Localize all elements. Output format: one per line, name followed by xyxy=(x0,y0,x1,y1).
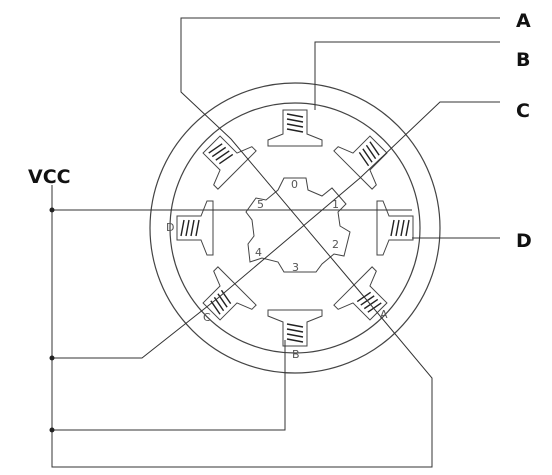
stator-pole-bottom xyxy=(267,309,323,347)
wire-a xyxy=(51,17,500,468)
wire-d xyxy=(52,209,500,239)
vcc-junctions xyxy=(49,207,55,433)
stator-poles xyxy=(176,109,414,347)
stator-pole-right xyxy=(376,200,414,256)
rotor-label-0: 0 xyxy=(291,178,298,191)
stator-pole-top-right xyxy=(333,135,388,190)
junction-node xyxy=(49,207,55,213)
stator-pole-bottom-left xyxy=(202,266,257,321)
terminal-label-c: C xyxy=(516,100,530,122)
junction-node xyxy=(49,355,55,361)
terminal-label-a: A xyxy=(516,10,531,32)
terminal-label-b: B xyxy=(516,49,530,71)
rotor-label-5: 5 xyxy=(257,198,264,211)
rotor-label-3: 3 xyxy=(292,261,299,274)
rotor-label-1: 1 xyxy=(332,198,339,211)
stator-body xyxy=(149,82,441,374)
stator-label-c: C xyxy=(203,311,211,324)
stator-label-a: A xyxy=(380,308,388,321)
rotor-label-4: 4 xyxy=(255,246,262,259)
stator-label-d: D xyxy=(166,221,174,234)
wire-b xyxy=(52,41,500,431)
stator-inner-ring xyxy=(169,102,421,354)
stator-pole-top-left xyxy=(202,135,257,190)
rotor-body xyxy=(245,177,351,273)
winding-wires xyxy=(51,17,500,468)
stator-pole-left xyxy=(176,200,214,256)
stator-outer-ring xyxy=(149,82,441,374)
rotor xyxy=(245,177,351,273)
vcc-label: VCC xyxy=(28,166,71,188)
terminal-label-d: D xyxy=(516,230,532,252)
stator-label-b: B xyxy=(292,348,300,361)
junction-node xyxy=(49,427,55,433)
stator-pole-top xyxy=(267,109,323,147)
rotor-label-2: 2 xyxy=(332,238,339,251)
wire-c xyxy=(52,101,500,359)
